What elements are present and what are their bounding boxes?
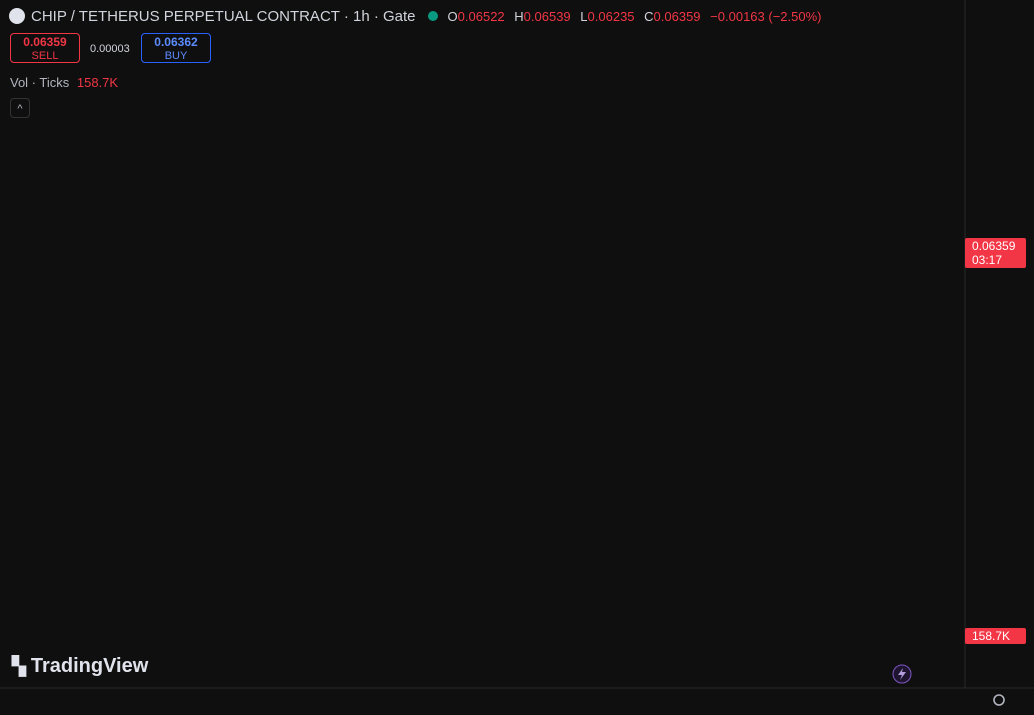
volume-tag: 158.7K xyxy=(965,627,1026,644)
ohlc-value: 0.06539 xyxy=(523,8,571,24)
buy-label: BUY xyxy=(164,50,188,62)
watermark: ▚ TradingView xyxy=(11,654,149,678)
watermark-text: TradingView xyxy=(31,655,149,677)
buy-button[interactable]: 0.06362 BUY xyxy=(141,33,211,63)
ohlc-key: L xyxy=(580,8,588,24)
collapse-button[interactable]: ^ xyxy=(10,98,30,118)
ohlc-value: 0.06359 xyxy=(653,8,701,24)
title: CHIP / TETHERUS PERPETUAL CONTRACT · 1h … xyxy=(31,7,416,25)
ohlc-key: O xyxy=(447,8,458,24)
buy-price: 0.06362 xyxy=(154,35,198,49)
sell-label: SELL xyxy=(31,50,59,62)
countdown: 03:17 xyxy=(972,253,1003,268)
sell-button[interactable]: 0.06359 SELL xyxy=(10,33,80,63)
ohlc-key: C xyxy=(644,8,654,24)
volume-legend: Vol · Ticks 158.7K xyxy=(10,75,118,90)
symbol-icon xyxy=(9,8,25,24)
status-dot xyxy=(427,11,438,21)
spread: 0.00003 xyxy=(90,43,130,55)
volume-title: Vol · Ticks xyxy=(10,75,70,90)
ohlc-value: 0.06235 xyxy=(587,8,635,24)
change: −0.00163 (−2.50%) xyxy=(710,8,822,24)
volume-last: 158.7K xyxy=(76,75,119,90)
price-tag-value: 0.06359 xyxy=(972,239,1016,254)
sell-price: 0.06359 xyxy=(23,35,67,49)
settings-icon[interactable] xyxy=(993,694,1005,706)
price-tag: 0.06359 03:17 xyxy=(965,238,1026,269)
ohlc: O0.06522 H0.06539 L0.06235 C0.06359 −0.0… xyxy=(442,9,822,24)
ohlc-key: H xyxy=(514,8,524,24)
lightning-glyph xyxy=(898,668,906,680)
header: CHIP / TETHERUS PERPETUAL CONTRACT · 1h … xyxy=(0,0,821,32)
ohlc-value: 0.06522 xyxy=(457,8,505,24)
logo-mark: ▚ xyxy=(11,654,31,677)
